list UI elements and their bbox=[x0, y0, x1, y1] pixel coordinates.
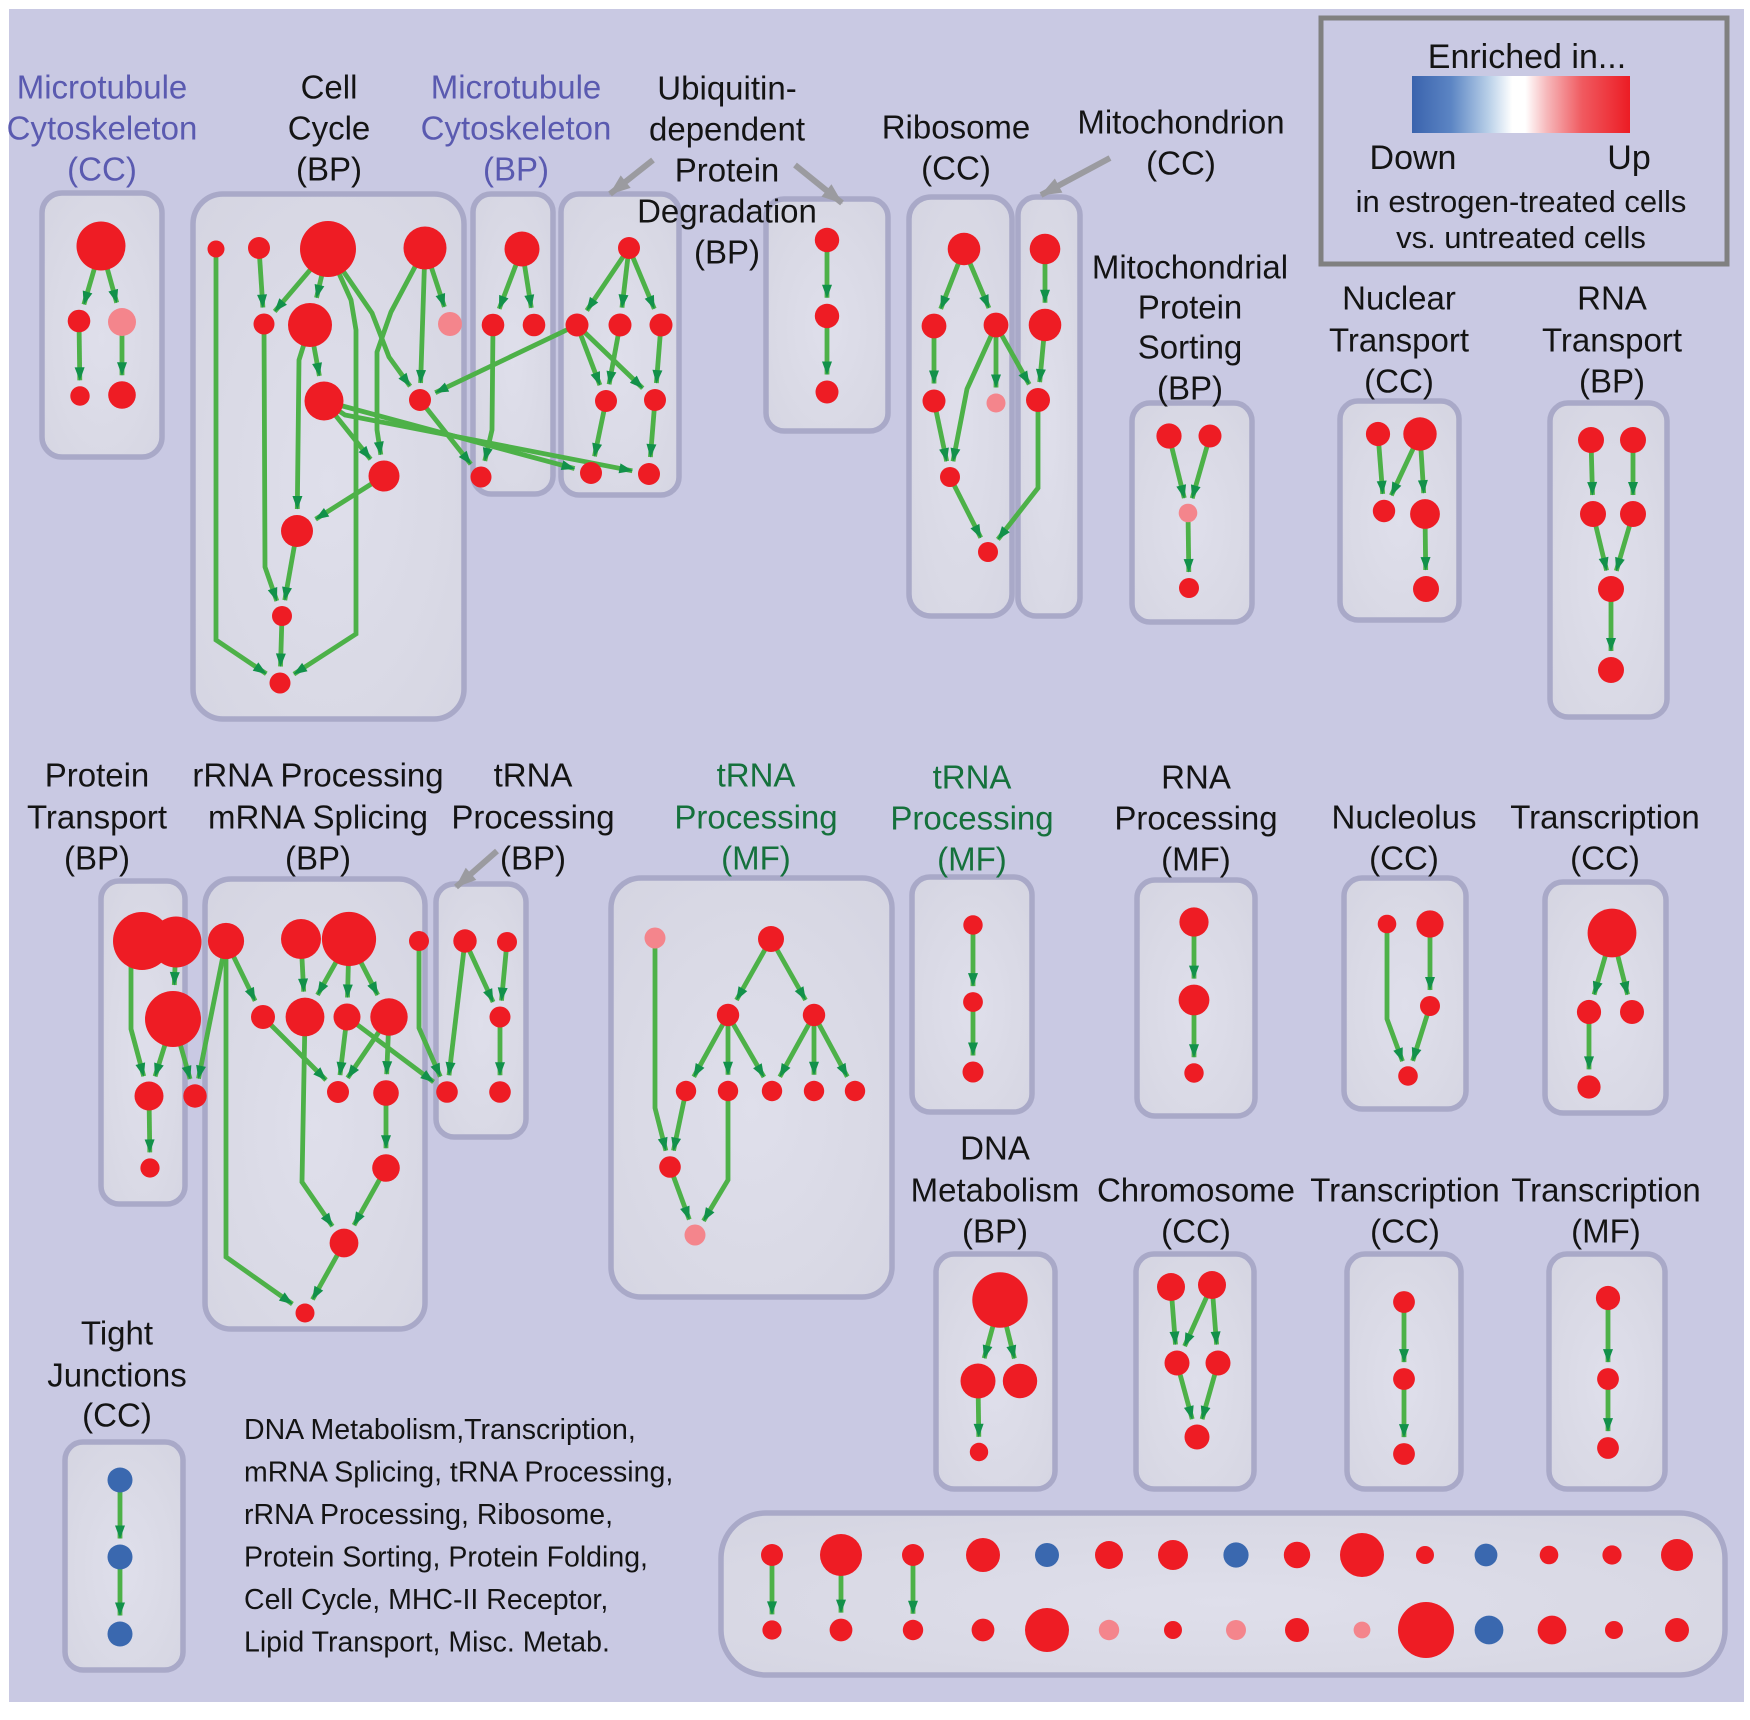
svg-text:RNA: RNA bbox=[1577, 280, 1647, 317]
svg-text:DNA: DNA bbox=[960, 1130, 1030, 1167]
svg-text:Up: Up bbox=[1607, 139, 1650, 177]
svg-text:(BP): (BP) bbox=[296, 151, 362, 188]
svg-text:(CC): (CC) bbox=[1161, 1213, 1231, 1250]
svg-text:Transport: Transport bbox=[1329, 322, 1469, 359]
svg-text:Transcription: Transcription bbox=[1511, 1172, 1701, 1209]
svg-text:rRNA Processing, Ribosome,: rRNA Processing, Ribosome, bbox=[244, 1499, 613, 1531]
svg-text:Processing: Processing bbox=[451, 799, 614, 836]
svg-text:tRNA: tRNA bbox=[717, 757, 796, 794]
svg-text:Metabolism: Metabolism bbox=[911, 1172, 1080, 1209]
svg-text:(CC): (CC) bbox=[67, 151, 137, 188]
svg-text:Processing: Processing bbox=[674, 799, 837, 836]
svg-text:(CC): (CC) bbox=[921, 150, 991, 187]
svg-text:(BP): (BP) bbox=[1157, 370, 1223, 407]
svg-text:(BP): (BP) bbox=[500, 840, 566, 877]
svg-text:Mitochondrial: Mitochondrial bbox=[1092, 249, 1288, 286]
svg-text:Microtubule: Microtubule bbox=[17, 69, 188, 106]
svg-text:Transcription: Transcription bbox=[1310, 1172, 1500, 1209]
svg-text:Nucleolus: Nucleolus bbox=[1332, 799, 1477, 836]
svg-text:in estrogen-treated cells: in estrogen-treated cells bbox=[1356, 184, 1687, 219]
svg-text:(CC): (CC) bbox=[1570, 840, 1640, 877]
svg-text:Cell Cycle, MHC-II Receptor,: Cell Cycle, MHC-II Receptor, bbox=[244, 1584, 608, 1616]
svg-text:RNA: RNA bbox=[1161, 759, 1231, 796]
svg-text:(CC): (CC) bbox=[1146, 145, 1216, 182]
svg-text:Nuclear: Nuclear bbox=[1342, 280, 1456, 317]
svg-text:DNA Metabolism,Transcription,: DNA Metabolism,Transcription, bbox=[244, 1414, 636, 1446]
svg-text:tRNA: tRNA bbox=[933, 759, 1012, 796]
svg-text:(BP): (BP) bbox=[1579, 363, 1645, 400]
svg-text:(CC): (CC) bbox=[1370, 1213, 1440, 1250]
svg-text:Cycle: Cycle bbox=[288, 110, 371, 147]
svg-text:(BP): (BP) bbox=[285, 840, 351, 877]
svg-text:Transcription: Transcription bbox=[1510, 799, 1700, 836]
svg-text:Junctions: Junctions bbox=[47, 1357, 186, 1394]
svg-text:(BP): (BP) bbox=[64, 840, 130, 877]
svg-text:(MF): (MF) bbox=[937, 841, 1007, 878]
svg-text:(CC): (CC) bbox=[1364, 363, 1434, 400]
svg-text:(BP): (BP) bbox=[962, 1213, 1028, 1250]
svg-text:Transport: Transport bbox=[27, 799, 167, 836]
svg-text:Mitochondrion: Mitochondrion bbox=[1077, 104, 1284, 141]
svg-text:mRNA Splicing: mRNA Splicing bbox=[208, 799, 428, 836]
svg-text:Enriched in...: Enriched in... bbox=[1428, 38, 1626, 76]
svg-text:mRNA Splicing, tRNA Processing: mRNA Splicing, tRNA Processing, bbox=[244, 1456, 673, 1488]
svg-text:(CC): (CC) bbox=[1369, 840, 1439, 877]
svg-text:Protein Sorting, Protein Foldi: Protein Sorting, Protein Folding, bbox=[244, 1541, 648, 1573]
svg-text:Degradation: Degradation bbox=[637, 193, 817, 230]
svg-text:Protein: Protein bbox=[45, 757, 150, 794]
svg-text:Processing: Processing bbox=[890, 800, 1053, 837]
svg-text:(CC): (CC) bbox=[82, 1397, 152, 1434]
svg-text:(MF): (MF) bbox=[1161, 841, 1231, 878]
svg-text:(MF): (MF) bbox=[721, 840, 791, 877]
svg-text:Protein: Protein bbox=[675, 152, 780, 189]
svg-text:Ubiquitin-: Ubiquitin- bbox=[657, 70, 796, 107]
svg-text:(MF): (MF) bbox=[1571, 1213, 1641, 1250]
svg-text:Transport: Transport bbox=[1542, 322, 1682, 359]
svg-text:tRNA: tRNA bbox=[494, 757, 573, 794]
svg-text:(BP): (BP) bbox=[694, 234, 760, 271]
svg-text:Down: Down bbox=[1370, 139, 1457, 177]
svg-text:Tight: Tight bbox=[81, 1315, 153, 1352]
svg-text:Cytoskeleton: Cytoskeleton bbox=[421, 110, 612, 147]
svg-text:dependent: dependent bbox=[649, 111, 805, 148]
svg-text:Microtubule: Microtubule bbox=[431, 69, 602, 106]
svg-text:Ribosome: Ribosome bbox=[882, 109, 1031, 146]
svg-text:rRNA Processing: rRNA Processing bbox=[192, 757, 443, 794]
svg-text:Chromosome: Chromosome bbox=[1097, 1172, 1295, 1209]
svg-text:Cell: Cell bbox=[301, 69, 358, 106]
svg-text:(BP): (BP) bbox=[483, 151, 549, 188]
svg-text:Processing: Processing bbox=[1114, 800, 1277, 837]
svg-text:Protein: Protein bbox=[1138, 289, 1243, 326]
svg-text:Sorting: Sorting bbox=[1138, 329, 1243, 366]
svg-text:Lipid Transport, Misc. Metab.: Lipid Transport, Misc. Metab. bbox=[244, 1626, 610, 1658]
svg-text:vs. untreated cells: vs. untreated cells bbox=[1396, 220, 1646, 255]
svg-text:Cytoskeleton: Cytoskeleton bbox=[7, 110, 198, 147]
